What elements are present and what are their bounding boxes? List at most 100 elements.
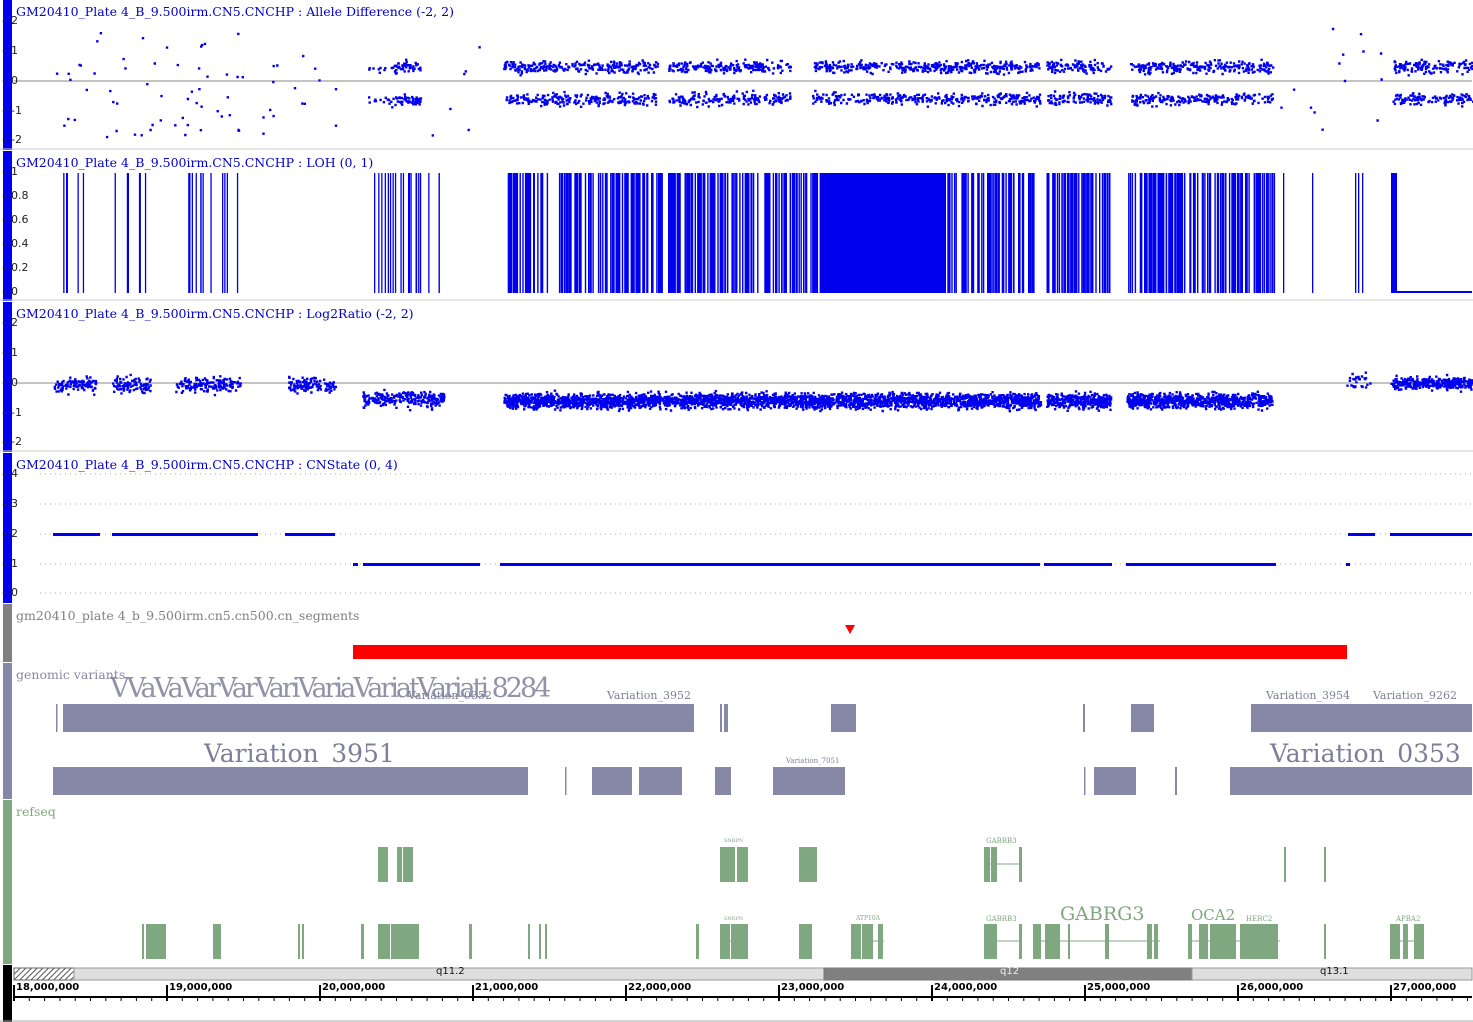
variant-block xyxy=(773,767,845,795)
cn-state-1-segment xyxy=(500,563,1040,566)
cnstate-track[interactable]: GM20410_Plate 4_B_9.500irm.CN5.CNCHP : C… xyxy=(0,453,1473,603)
gene-label-snrpn: SNRPN xyxy=(724,838,744,844)
y-tick-label: – 0 xyxy=(2,586,18,599)
y-tick-label: – 0.6 xyxy=(2,213,29,226)
track-handle[interactable] xyxy=(3,604,12,662)
gene-exon xyxy=(1324,847,1326,882)
variant-block xyxy=(1230,767,1472,795)
gene-exon xyxy=(403,847,413,882)
track-handle[interactable] xyxy=(3,302,12,452)
genomic-variants-track[interactable]: genomic variants VVaVaVarVarVariVariaVar… xyxy=(0,663,1473,799)
chromosome-ideogram[interactable] xyxy=(0,965,1473,985)
gene-exon xyxy=(1284,847,1286,882)
gene-label-gabrb3: GABRB3 xyxy=(986,915,1017,923)
position-label: 20,000,000 xyxy=(322,982,386,993)
variant-label: Variation_9262 xyxy=(1373,689,1457,702)
variant-block xyxy=(715,767,731,795)
gene-exon xyxy=(403,924,419,959)
cn-state-1-segment xyxy=(1044,563,1112,566)
band-label: q11.2 xyxy=(436,966,465,977)
track-label: GM20410_Plate 4_B_9.500irm.CN5.CNCHP : L… xyxy=(16,155,374,170)
variant-block xyxy=(831,704,856,732)
selection-marker[interactable] xyxy=(845,625,855,634)
variant-label: Variation_0352 xyxy=(408,689,492,702)
gene-exon xyxy=(737,847,748,882)
gene-exon xyxy=(1019,847,1022,882)
allele-difference-plot xyxy=(0,27,1473,150)
cnstate-plot xyxy=(40,473,1472,594)
gene-exon xyxy=(298,924,300,959)
variant-block xyxy=(720,704,722,732)
cn-segment[interactable] xyxy=(353,645,1347,659)
gene-exon xyxy=(720,924,730,959)
y-tick-label: – 1 xyxy=(2,165,18,178)
cn-state-2-segment xyxy=(53,533,100,536)
variant-block xyxy=(1251,704,1472,732)
track-label: GM20410_Plate 4_B_9.500irm.CN5.CNCHP : L… xyxy=(16,306,414,321)
gene-label-snrpn: SNRPN xyxy=(724,916,744,922)
log2ratio-track[interactable]: GM20410_Plate 4_B_9.500irm.CN5.CNCHP : L… xyxy=(0,302,1473,452)
ruler-ticks xyxy=(0,985,1473,1022)
y-tick-label: – -1 xyxy=(2,406,22,419)
gene-exon xyxy=(984,847,990,882)
log2ratio-points xyxy=(53,371,1473,413)
y-tick-label: – 0 xyxy=(2,74,18,87)
y-tick-label: – 1 xyxy=(2,44,18,57)
track-handle[interactable] xyxy=(3,800,12,964)
cn-segments-plot xyxy=(353,625,1347,659)
ruler-handle xyxy=(3,965,12,1022)
variant-block xyxy=(1131,704,1154,732)
variant-block xyxy=(1083,704,1085,732)
gene-exon xyxy=(696,924,699,959)
gene-exon xyxy=(545,924,547,959)
band-q13-1[interactable] xyxy=(1191,967,1473,981)
gene-exon xyxy=(391,924,403,959)
variant-block xyxy=(1175,767,1177,795)
track-handle[interactable] xyxy=(3,151,12,301)
gene-exon xyxy=(1033,924,1041,959)
y-tick-label: – 2 xyxy=(2,527,18,540)
position-label: 26,000,000 xyxy=(1240,982,1304,993)
variant-block xyxy=(53,767,528,795)
variant-block xyxy=(724,704,728,732)
gene-label-gabrb3: GABRB3 xyxy=(986,837,1017,845)
y-tick-label: – 1 xyxy=(2,557,18,570)
position-label: 23,000,000 xyxy=(781,982,845,993)
gene-label-oca2: OCA2 xyxy=(1191,906,1236,924)
variant-label: VVaVaVarVarVariVariaVariatVariati 8284 xyxy=(110,673,551,704)
gene-exon xyxy=(213,924,221,959)
ruler-background xyxy=(12,985,1473,1022)
variant-block xyxy=(639,767,682,795)
gene-exon xyxy=(720,847,735,882)
variant-block xyxy=(1084,767,1086,795)
cn-state-1-segment xyxy=(363,563,480,566)
gene-exon xyxy=(851,924,861,959)
gene-label-gabrg3: GABRG3 xyxy=(1060,903,1145,925)
gene-exon xyxy=(799,847,817,882)
cn-segments-track[interactable]: gm20410_plate 4_b_9.500irm.cn5.cn500.cn_… xyxy=(0,604,1473,662)
track-handle[interactable] xyxy=(3,0,12,150)
position-label: 21,000,000 xyxy=(475,982,539,993)
variant-block xyxy=(56,704,58,732)
coordinate-ruler[interactable]: q11.2 q12 q13.1 18,000,000 19,000,000 20,0… xyxy=(0,965,1473,1022)
gene-label-atp10a: ATP10A xyxy=(856,915,881,922)
gene-exon xyxy=(378,847,388,882)
variant-block xyxy=(63,704,694,732)
track-label: refseq xyxy=(16,804,56,819)
track-label: GM20410_Plate 4_B_9.500irm.CN5.CNCHP : C… xyxy=(16,457,398,472)
track-handle[interactable] xyxy=(3,663,12,799)
track-handle[interactable] xyxy=(3,453,12,603)
allele-difference-track[interactable]: GM20410_Plate 4_B_9.500irm.CN5.CNCHP : A… xyxy=(0,0,1473,150)
cn-state-1-segment xyxy=(353,563,358,566)
loh-track[interactable]: GM20410_Plate 4_B_9.500irm.CN5.CNCHP : L… xyxy=(0,151,1473,301)
band-label: q12 xyxy=(1000,966,1020,977)
position-label: 18,000,000 xyxy=(16,982,80,993)
cn-state-1-segment xyxy=(1346,563,1350,566)
refseq-track[interactable]: refseq SNRPN GABRB3 SNRPN ATP10A GABRB3 … xyxy=(0,800,1473,964)
y-tick-label: – 0.8 xyxy=(2,189,29,202)
y-tick-label: – -2 xyxy=(2,133,22,146)
y-tick-label: – 4 xyxy=(2,467,18,480)
y-tick-label: – -2 xyxy=(2,435,22,448)
gene-exon xyxy=(469,924,472,959)
gene-exon xyxy=(378,924,390,959)
